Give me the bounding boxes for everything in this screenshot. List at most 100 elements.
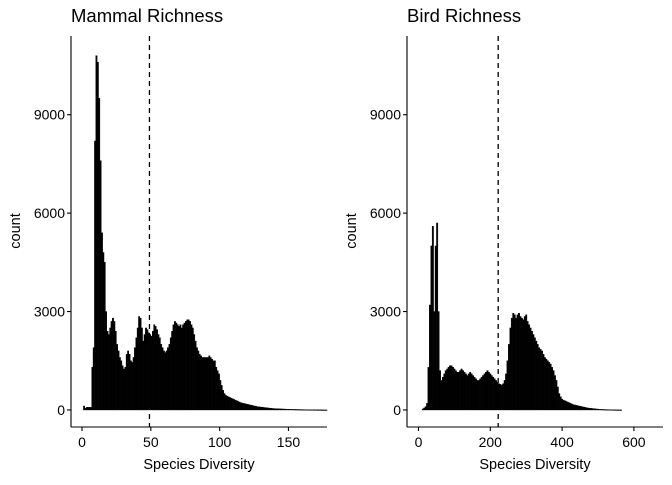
histogram-bar <box>565 401 568 411</box>
histogram-bar <box>424 406 427 411</box>
histogram-bar <box>101 232 103 411</box>
histogram-bar <box>556 386 559 411</box>
histogram-bar <box>456 372 459 411</box>
histogram-bar <box>92 347 95 411</box>
histogram-bar <box>423 407 426 411</box>
histogram-bar <box>123 368 125 411</box>
histogram-bar <box>427 367 430 411</box>
histogram-bar <box>262 407 264 411</box>
histogram-bar <box>193 334 196 411</box>
histogram-bar <box>582 406 585 411</box>
histogram-bar <box>208 355 211 411</box>
histogram-bar <box>588 407 591 411</box>
histogram-bar <box>315 409 318 411</box>
histogram-bar <box>277 408 280 411</box>
histogram-bar <box>280 408 282 411</box>
histogram-bar <box>431 226 434 411</box>
histogram-bar <box>156 329 158 411</box>
panel-title: Mammal Richness <box>71 5 223 26</box>
histogram-bar <box>209 357 212 411</box>
histogram-bar <box>127 350 130 411</box>
histogram-bar <box>142 340 145 411</box>
histogram-bar <box>274 408 277 411</box>
histogram-bar <box>610 409 612 411</box>
histogram-bar <box>167 347 169 411</box>
histogram-bar <box>441 376 444 411</box>
histogram-bar <box>601 409 604 411</box>
histogram-bar <box>608 409 611 411</box>
histogram-bar <box>476 380 479 411</box>
panel-bird-richness: Bird Richness Species Diversity count 0 3… <box>344 5 663 473</box>
histogram-bar <box>96 62 99 411</box>
histogram-bar <box>121 365 124 411</box>
histogram-bar <box>447 367 450 411</box>
histogram-bar <box>160 344 163 411</box>
histogram-bar <box>289 409 292 411</box>
histogram-bar <box>161 347 164 411</box>
y-tick-label: 6000 <box>34 205 65 221</box>
histogram-bar <box>264 407 267 411</box>
y-axis-label: count <box>8 213 24 248</box>
histogram-bar <box>466 375 469 411</box>
histogram-bar <box>179 324 182 411</box>
x-axis-label: Species Diversity <box>479 457 591 473</box>
histogram-bar <box>314 409 317 411</box>
histogram-bar <box>187 319 190 411</box>
histogram-bar <box>503 380 506 411</box>
histogram-bar <box>469 372 472 411</box>
histogram-bar <box>205 357 208 411</box>
histogram-bar <box>259 406 262 411</box>
histogram-bar <box>140 327 143 411</box>
histogram-bar <box>235 400 238 411</box>
histogram-bar <box>114 331 117 411</box>
histogram-bar <box>487 372 490 411</box>
histogram-bar <box>106 331 109 411</box>
histogram-bar <box>463 372 466 411</box>
histogram-bar <box>519 316 522 411</box>
histogram-bar <box>579 406 582 411</box>
histogram-bar <box>151 331 154 411</box>
histogram-bar <box>597 408 599 411</box>
histogram-bar <box>227 396 230 411</box>
histogram-bar <box>486 370 489 411</box>
histogram-bar <box>561 398 564 411</box>
histogram-bar <box>178 326 180 411</box>
histogram-bar <box>512 312 515 411</box>
histogram-bar <box>475 378 477 411</box>
histogram-bar <box>153 324 156 411</box>
histogram-bar <box>526 321 529 411</box>
histogram-bar <box>500 384 503 411</box>
y-tick-label: 3000 <box>34 304 65 320</box>
histogram-bar <box>520 317 523 411</box>
histogram-bar <box>454 370 457 411</box>
histogram-bar <box>453 368 456 411</box>
histogram-bar <box>426 403 429 411</box>
histogram-bar <box>541 350 543 411</box>
histogram-bar <box>434 245 437 411</box>
histogram-bar <box>523 316 526 411</box>
histogram-bar <box>433 311 436 411</box>
histogram-bar <box>198 353 201 411</box>
histogram-bar <box>223 393 226 411</box>
histogram-bar <box>183 322 186 411</box>
histogram-bar <box>477 380 480 411</box>
histogram-bar <box>325 409 328 411</box>
histogram-bar <box>472 375 474 411</box>
histogram-bar <box>273 408 275 411</box>
histogram-bar <box>518 312 520 411</box>
histogram-bar <box>587 407 589 411</box>
histogram-bar <box>182 324 185 411</box>
histogram-bar <box>566 401 569 411</box>
histogram-bar <box>614 409 617 411</box>
histogram-bar <box>197 350 200 411</box>
histogram-bar <box>492 376 495 411</box>
histogram-bar <box>220 385 223 411</box>
histogram-bar <box>436 222 439 411</box>
histogram-bar <box>95 55 98 411</box>
histogram-bar <box>535 340 538 411</box>
histogram-bar <box>213 360 216 411</box>
histogram-bar <box>303 409 306 411</box>
histogram-bar <box>234 399 237 411</box>
x-tick-label: 150 <box>277 434 301 450</box>
histogram-bars <box>83 55 328 411</box>
